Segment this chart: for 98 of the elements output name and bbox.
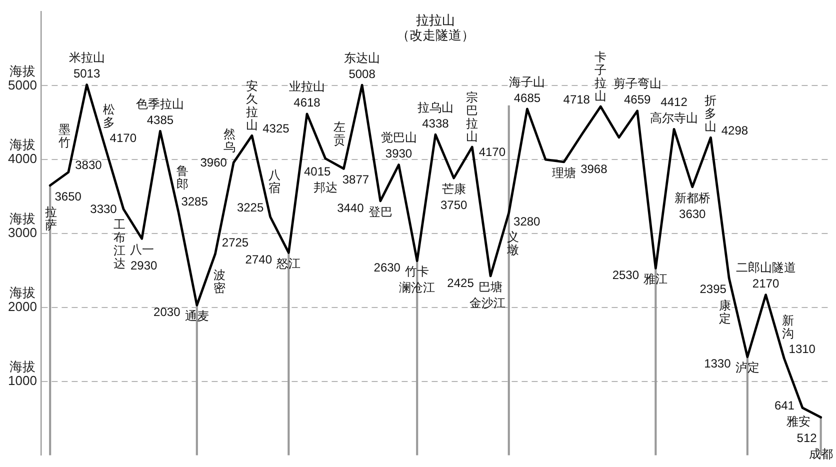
- annotation: 金沙江: [470, 296, 506, 310]
- y-tick-label: 2000: [8, 298, 37, 314]
- data-label: 3750: [440, 198, 468, 212]
- bar: [654, 268, 657, 456]
- annotation: 新都桥: [674, 190, 710, 205]
- annotation: 通麦: [184, 308, 209, 323]
- data-label: 3930: [385, 146, 412, 161]
- annotation: 色季拉山: [136, 96, 184, 111]
- y-tick-label: 1000: [8, 372, 37, 388]
- data-label: 1330: [704, 356, 732, 371]
- data-label: 4298: [721, 123, 748, 138]
- annotation: 八一: [130, 242, 154, 256]
- bar: [196, 304, 198, 456]
- data-label: 4618: [294, 96, 321, 110]
- data-label: 3830: [75, 158, 102, 172]
- annotation: 高尔寺山: [650, 110, 698, 125]
- data-label: 4015: [304, 164, 332, 178]
- annotation: 海子山: [509, 74, 546, 89]
- data-label: 2740: [245, 252, 272, 267]
- data-label: 4718: [563, 92, 590, 106]
- text: 海拔: [9, 211, 36, 226]
- data-label: 1310: [788, 342, 816, 356]
- data-label: 3960: [200, 155, 228, 170]
- annotation: 拉萨: [45, 204, 58, 232]
- annotation: 八宿: [268, 168, 280, 196]
- y-axis-title: 海拔: [9, 358, 36, 374]
- annotation: 雅安: [786, 414, 810, 429]
- annotation: 邦达: [313, 180, 338, 194]
- y-tick-label: 5000: [8, 77, 37, 92]
- data-label: 3650: [54, 189, 82, 204]
- annotation: 鲁郎: [176, 164, 189, 191]
- data-label: 3440: [337, 200, 364, 215]
- text: 海拔: [9, 137, 36, 152]
- annotation: 澜沧江: [399, 280, 436, 295]
- data-label: 3280: [514, 214, 541, 229]
- data-label: 4685: [514, 90, 541, 105]
- annotation: 二郎山隧道: [736, 260, 796, 275]
- annotation: 成都: [808, 447, 833, 462]
- data-label: 3330: [90, 202, 118, 216]
- annotation: 登巴: [368, 204, 392, 219]
- annotation: 业拉山: [289, 80, 326, 94]
- data-label: 4170: [110, 130, 137, 145]
- data-label: 4412: [660, 94, 688, 109]
- data-label: 641: [774, 398, 795, 413]
- annotation: 觉巴山: [380, 130, 417, 145]
- text: 海拔: [9, 284, 36, 300]
- data-label: 4325: [262, 121, 290, 136]
- data-label: 3225: [236, 200, 264, 215]
- annotation: 东达山: [344, 50, 380, 65]
- annotation: 泸定: [735, 360, 760, 375]
- data-label: 2425: [447, 276, 474, 290]
- annotation: 然乌: [224, 126, 236, 154]
- annotation: 宗巴拉山: [466, 90, 478, 144]
- y-tick-label: 4000: [8, 151, 37, 166]
- data-label: 4385: [146, 112, 174, 127]
- annotation: 剪子弯山: [613, 76, 662, 91]
- annotation: 巴塘: [478, 280, 503, 294]
- data-label: 3285: [181, 194, 208, 208]
- annotation: 折多山: [704, 93, 717, 134]
- data-label: 5013: [73, 66, 100, 81]
- data-label: 2930: [130, 258, 158, 272]
- data-label: 3877: [342, 172, 370, 186]
- annotation: 拉乌山: [417, 100, 454, 114]
- data-label: 2395: [700, 282, 727, 296]
- bar: [288, 252, 290, 456]
- annotation: 左贡: [334, 120, 346, 147]
- data-label: 3968: [580, 162, 608, 176]
- annotation: 拉拉山（改走隧道）: [396, 12, 474, 42]
- annotation: 波密: [213, 268, 226, 296]
- annotation: 安久拉山: [246, 78, 258, 132]
- bar: [820, 417, 822, 456]
- y-tick-label: 3000: [8, 225, 37, 240]
- bar: [746, 356, 748, 456]
- annotation: 理塘: [552, 166, 576, 180]
- data-label: 4338: [422, 116, 450, 130]
- annotation: 米拉山: [68, 50, 105, 65]
- data-label: 512: [796, 431, 818, 446]
- data-label: 2530: [612, 268, 640, 282]
- data-label: 2725: [222, 236, 249, 250]
- annotation: 竹卡: [405, 264, 430, 279]
- data-label: 2630: [374, 260, 401, 275]
- data-label: 4659: [624, 92, 651, 107]
- annotation: 新沟: [782, 314, 794, 341]
- annotation: 怒江: [276, 256, 301, 271]
- annotation: 雅江: [644, 272, 668, 286]
- data-label: 4170: [478, 144, 506, 159]
- data-label: 2170: [752, 276, 780, 291]
- annotation: 义墩: [506, 230, 519, 258]
- annotation: 工布江达: [114, 217, 126, 270]
- annotation: 芒康: [442, 182, 466, 196]
- annotation: 松多: [103, 102, 116, 130]
- data-label: 5008: [348, 66, 376, 81]
- annotation: 卡子拉山: [594, 50, 607, 103]
- annotation: 墨竹: [58, 122, 70, 150]
- annotation: 康定: [719, 298, 732, 326]
- data-label: 3630: [679, 206, 706, 221]
- data-label: 2030: [154, 304, 181, 319]
- text: 海拔: [9, 63, 36, 78]
